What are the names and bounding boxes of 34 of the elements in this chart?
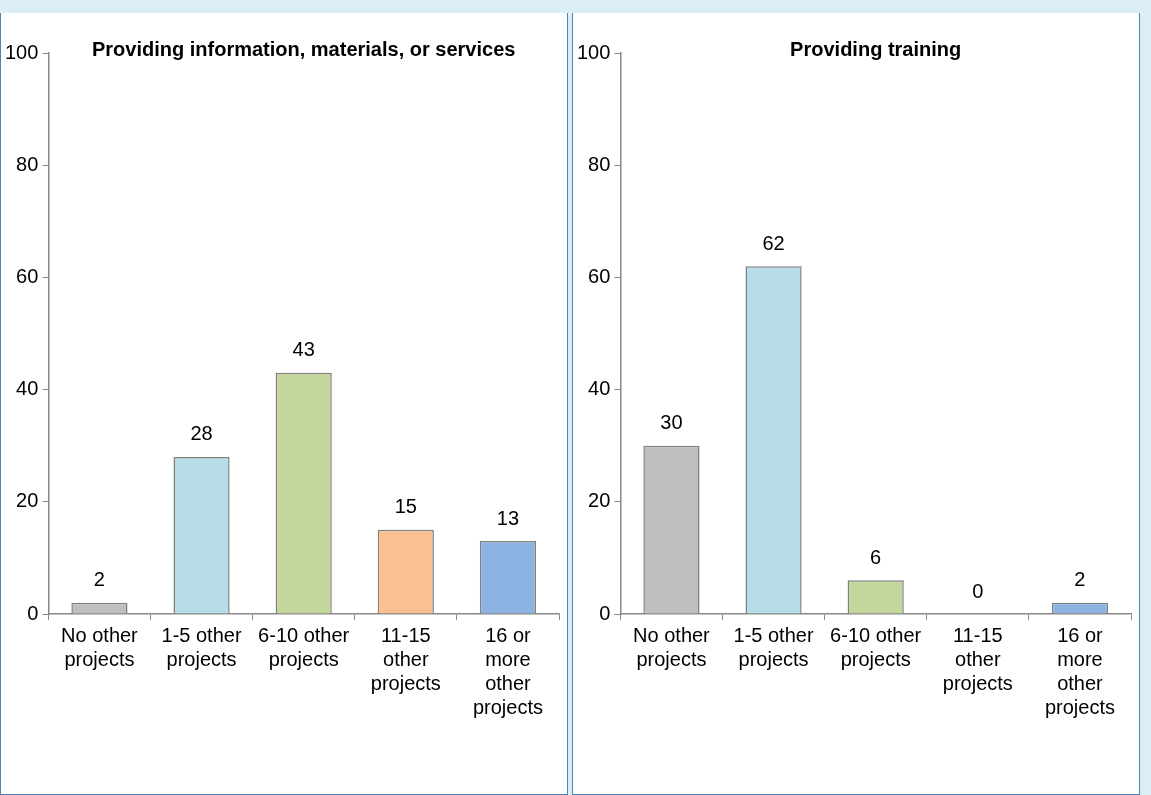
data-label: 6 (870, 545, 882, 568)
y-tick-label: 40 (16, 377, 39, 400)
y-tick-label: 40 (588, 377, 611, 400)
x-tick-label: 6-10 other projects (830, 623, 922, 670)
x-tick-label: 16 or more other projects (472, 623, 543, 718)
y-tick-label: 100 (576, 40, 611, 63)
x-tick-label: 11-15 other projects (370, 623, 441, 694)
y-tick-label: 80 (588, 152, 611, 175)
x-tick-label: 1-5 other projects (733, 623, 814, 670)
x-tick-label: 6-10 other projects (258, 623, 350, 670)
data-label: 15 (394, 495, 417, 518)
y-tick-label: 60 (16, 264, 39, 287)
data-label: 2 (93, 568, 105, 591)
data-label: 28 (190, 422, 213, 445)
y-tick-label: 0 (27, 601, 39, 624)
x-tick-label: No other projects (61, 623, 139, 670)
y-tick-label: 20 (16, 489, 39, 512)
y-tick-label: 20 (588, 489, 611, 512)
x-tick-label: 16 or more other projects (1044, 623, 1115, 718)
chart-title: Providing information, materials, or services (91, 37, 516, 60)
y-tick-label: 0 (599, 601, 611, 624)
data-label: 13 (496, 506, 520, 529)
x-tick-label: No other projects (633, 623, 711, 670)
chart-title: Providing training (790, 37, 962, 60)
data-label: 30 (660, 411, 683, 434)
x-tick-label: 1-5 other projects (161, 623, 242, 670)
y-tick-label: 80 (16, 152, 39, 175)
y-tick-label: 100 (4, 40, 39, 63)
x-tick-label: 11-15 other projects (942, 623, 1013, 694)
y-tick-label: 60 (588, 264, 611, 287)
data-label: 43 (292, 338, 315, 361)
data-label: 2 (1074, 568, 1086, 591)
data-label: 0 (972, 579, 984, 602)
data-label: 62 (762, 231, 785, 254)
